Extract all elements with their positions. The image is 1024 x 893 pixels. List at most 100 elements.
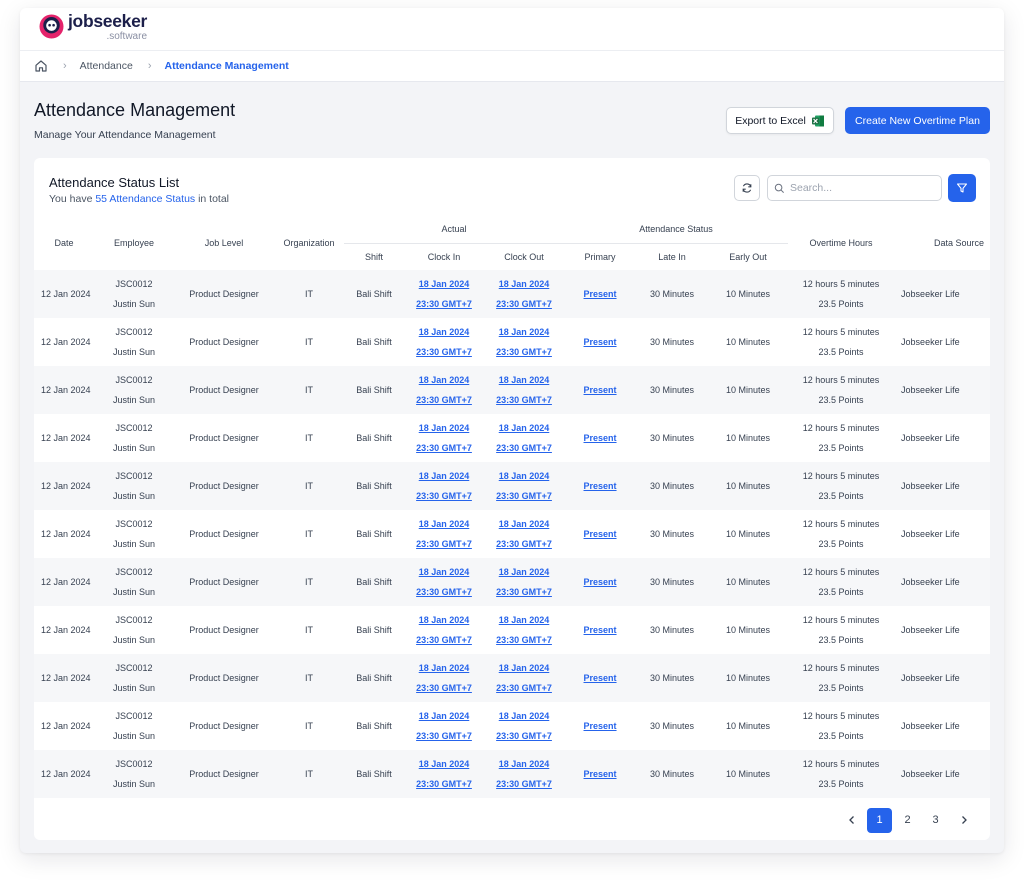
export-excel-button[interactable]: Export to Excel: [726, 107, 834, 134]
page-button-3[interactable]: 3: [932, 814, 939, 826]
cell-organization: IT: [274, 654, 344, 702]
page-subtitle: Manage Your Attendance Management: [34, 129, 216, 141]
clock-out-time-link[interactable]: 23:30 GMT+7: [496, 635, 552, 645]
clock-in-date-link[interactable]: 18 Jan 2024: [418, 519, 470, 529]
clock-out-date-link[interactable]: 18 Jan 2024: [498, 423, 550, 433]
clock-in-date-link[interactable]: 18 Jan 2024: [418, 663, 470, 673]
table-row[interactable]: 12 Jan 2024 JSC0012 Justin Sun Product Desi…: [34, 606, 990, 654]
page-button-2[interactable]: 2: [904, 814, 911, 826]
table-row[interactable]: 12 Jan 2024 JSC0012 Justin Sun Product Desi…: [34, 414, 990, 462]
clock-out-date-link[interactable]: 18 Jan 2024: [498, 759, 550, 769]
clock-in-time-link[interactable]: 23:30 GMT+7: [416, 347, 472, 357]
clock-in-date-link[interactable]: 18 Jan 2024: [418, 567, 470, 577]
cell-early-out: 10 Minutes: [708, 606, 789, 654]
clock-in-time-link[interactable]: 23:30 GMT+7: [416, 299, 472, 309]
primary-status-link[interactable]: Present: [583, 529, 617, 539]
primary-status-link[interactable]: Present: [583, 769, 617, 779]
clock-out-date-link[interactable]: 18 Jan 2024: [498, 471, 550, 481]
header-organization: Organization: [283, 238, 335, 248]
employee-name: Justin Sun: [112, 491, 156, 501]
clock-in-time-link[interactable]: 23:30 GMT+7: [416, 635, 472, 645]
clock-in-date-link[interactable]: 18 Jan 2024: [418, 711, 470, 721]
clock-in-date-link[interactable]: 18 Jan 2024: [418, 327, 470, 337]
brand-sub: .software: [106, 30, 148, 42]
clock-out-date-link[interactable]: 18 Jan 2024: [498, 615, 550, 625]
filter-button[interactable]: [948, 174, 976, 202]
list-summary: You have 55 Attendance Status in total: [49, 193, 229, 205]
primary-status-link[interactable]: Present: [583, 721, 617, 731]
refresh-button[interactable]: [734, 175, 760, 201]
clock-in-date-link[interactable]: 18 Jan 2024: [418, 423, 470, 433]
table-row[interactable]: 12 Jan 2024 JSC0012 Justin Sun Product Desi…: [34, 318, 990, 366]
table-row[interactable]: 12 Jan 2024 JSC0012 Justin Sun Product Desi…: [34, 654, 990, 702]
breadcrumb-attendance[interactable]: Attendance: [79, 60, 133, 72]
clock-in-time-link[interactable]: 23:30 GMT+7: [416, 683, 472, 693]
clock-out-time-link[interactable]: 23:30 GMT+7: [496, 731, 552, 741]
clock-out-time-link[interactable]: 23:30 GMT+7: [496, 683, 552, 693]
clock-in-date-link[interactable]: 18 Jan 2024: [418, 759, 470, 769]
clock-in-time-link[interactable]: 23:30 GMT+7: [416, 779, 472, 789]
primary-status-link[interactable]: Present: [583, 673, 617, 683]
clock-out-date-link[interactable]: 18 Jan 2024: [498, 519, 550, 529]
overtime-points: 23.5 Points: [818, 635, 864, 645]
clock-in-date-link[interactable]: 18 Jan 2024: [418, 471, 470, 481]
clock-out-date-link[interactable]: 18 Jan 2024: [498, 279, 550, 289]
cell-primary: Present: [564, 558, 637, 606]
table-row[interactable]: 12 Jan 2024 JSC0012 Justin Sun Product Desi…: [34, 510, 990, 558]
search-input[interactable]: [790, 182, 930, 194]
clock-out-date-link[interactable]: 18 Jan 2024: [498, 711, 550, 721]
clock-in-time-link[interactable]: 23:30 GMT+7: [416, 587, 472, 597]
clock-in-time-link[interactable]: 23:30 GMT+7: [416, 395, 472, 405]
clock-out-date-link[interactable]: 18 Jan 2024: [498, 663, 550, 673]
overtime-points: 23.5 Points: [818, 395, 864, 405]
clock-in-time-link[interactable]: 23:30 GMT+7: [416, 443, 472, 453]
clock-out-time-link[interactable]: 23:30 GMT+7: [496, 491, 552, 501]
primary-status-link[interactable]: Present: [583, 289, 617, 299]
chevron-left-icon[interactable]: [839, 808, 864, 833]
clock-out-date-link[interactable]: 18 Jan 2024: [498, 327, 550, 337]
clock-in-date-link[interactable]: 18 Jan 2024: [418, 279, 470, 289]
chevron-right-icon[interactable]: [951, 808, 976, 833]
cell-overtime: 12 hours 5 minutes 23.5 Points: [788, 654, 895, 702]
table-row[interactable]: 12 Jan 2024 JSC0012 Justin Sun Product Desi…: [34, 750, 990, 798]
table-row[interactable]: 12 Jan 2024 JSC0012 Justin Sun Product Desi…: [34, 366, 990, 414]
clock-out-time-link[interactable]: 23:30 GMT+7: [496, 299, 552, 309]
employee-id: JSC0012: [115, 711, 153, 721]
table-row[interactable]: 12 Jan 2024 JSC0012 Justin Sun Product Desi…: [34, 462, 990, 510]
clock-in-date-link[interactable]: 18 Jan 2024: [418, 615, 470, 625]
page-button-1[interactable]: 1: [867, 807, 892, 833]
clock-out-date-link[interactable]: 18 Jan 2024: [498, 375, 550, 385]
clock-in-time-link[interactable]: 23:30 GMT+7: [416, 539, 472, 549]
cell-overtime: 12 hours 5 minutes 23.5 Points: [788, 270, 895, 318]
cell-clock-out: 18 Jan 2024 23:30 GMT+7: [484, 510, 565, 558]
primary-status-link[interactable]: Present: [583, 577, 617, 587]
table-row[interactable]: 12 Jan 2024 JSC0012 Justin Sun Product Desi…: [34, 270, 990, 318]
clock-out-time-link[interactable]: 23:30 GMT+7: [496, 779, 552, 789]
clock-out-time-link[interactable]: 23:30 GMT+7: [496, 347, 552, 357]
primary-status-link[interactable]: Present: [583, 433, 617, 443]
overtime-hours: 12 hours 5 minutes: [802, 663, 880, 673]
primary-status-link[interactable]: Present: [583, 625, 617, 635]
clock-out-time-link[interactable]: 23:30 GMT+7: [496, 539, 552, 549]
cell-overtime: 12 hours 5 minutes 23.5 Points: [788, 510, 895, 558]
home-icon[interactable]: [34, 59, 48, 73]
clock-in-date-link[interactable]: 18 Jan 2024: [418, 375, 470, 385]
primary-status-link[interactable]: Present: [583, 337, 617, 347]
clock-out-time-link[interactable]: 23:30 GMT+7: [496, 443, 552, 453]
create-overtime-plan-button[interactable]: Create New Overtime Plan: [845, 107, 990, 134]
cell-clock-out: 18 Jan 2024 23:30 GMT+7: [484, 702, 565, 750]
primary-status-link[interactable]: Present: [583, 385, 617, 395]
overtime-hours: 12 hours 5 minutes: [802, 711, 880, 721]
clock-out-time-link[interactable]: 23:30 GMT+7: [496, 587, 552, 597]
clock-out-date-link[interactable]: 18 Jan 2024: [498, 567, 550, 577]
cell-clock-in: 18 Jan 2024 23:30 GMT+7: [404, 558, 484, 606]
clock-in-time-link[interactable]: 23:30 GMT+7: [416, 731, 472, 741]
table-row[interactable]: 12 Jan 2024 JSC0012 Justin Sun Product Desi…: [34, 558, 990, 606]
clock-out-time-link[interactable]: 23:30 GMT+7: [496, 395, 552, 405]
clock-in-time-link[interactable]: 23:30 GMT+7: [416, 491, 472, 501]
brand-logo[interactable]: jobseeker .software: [38, 10, 147, 42]
primary-status-link[interactable]: Present: [583, 481, 617, 491]
header-primary: Primary: [584, 251, 616, 262]
table-row[interactable]: 12 Jan 2024 JSC0012 Justin Sun Product Desi…: [34, 702, 990, 750]
employee-name: Justin Sun: [112, 683, 156, 693]
